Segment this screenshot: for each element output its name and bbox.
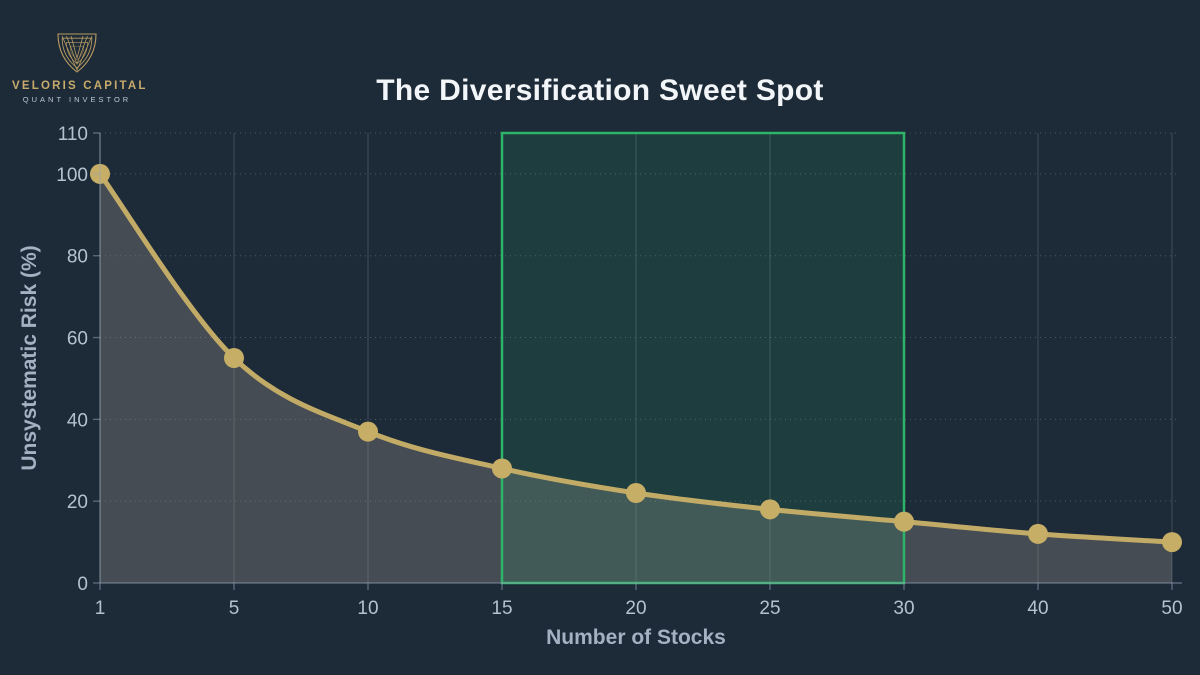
area-fill <box>100 173 1172 583</box>
x-tick-label: 1 <box>95 598 106 619</box>
y-tick-label: 110 <box>58 124 88 145</box>
risk-area <box>100 173 1172 583</box>
sweet-spot-highlight-region <box>500 131 906 585</box>
x-tick-label: 5 <box>229 598 240 619</box>
logo-tagline: QUANT INVESTOR <box>22 95 132 104</box>
logo-company-name: VELORIS CAPITAL <box>12 80 148 92</box>
y-tick-label: 0 <box>77 574 88 595</box>
data-point <box>492 458 512 479</box>
x-tick-label: 30 <box>893 598 914 619</box>
data-point <box>626 483 646 503</box>
data-points <box>90 163 1182 553</box>
data-point <box>894 511 914 532</box>
x-tick-label: 25 <box>759 598 780 619</box>
logo: VELORIS CAPITAL QUANT INVESTOR <box>12 30 148 104</box>
shield-icon <box>57 33 97 73</box>
y-tick-label: 20 <box>67 492 88 513</box>
data-point <box>760 499 780 520</box>
y-axis-title: Unsystematic Risk (%) <box>18 245 41 470</box>
data-point <box>1028 523 1048 544</box>
sweet-spot-rect <box>500 131 906 585</box>
y-tick-label: 80 <box>67 247 88 268</box>
y-tick-label: 100 <box>56 165 88 186</box>
x-tick-label: 15 <box>491 598 512 619</box>
x-tick-label: 50 <box>1161 598 1182 619</box>
axes <box>93 132 1182 590</box>
x-tick-label: 40 <box>1027 598 1048 619</box>
y-tick-label: 60 <box>67 329 88 350</box>
data-point <box>1162 532 1182 553</box>
chart-title: The Diversification Sweet Spot <box>376 74 824 107</box>
data-point <box>358 421 378 442</box>
y-tick-label: 40 <box>67 410 88 431</box>
x-tick-label: 10 <box>357 598 378 619</box>
x-axis-title: Number of Stocks <box>546 626 726 649</box>
data-point <box>224 348 244 368</box>
x-tick-label: 20 <box>625 598 646 619</box>
